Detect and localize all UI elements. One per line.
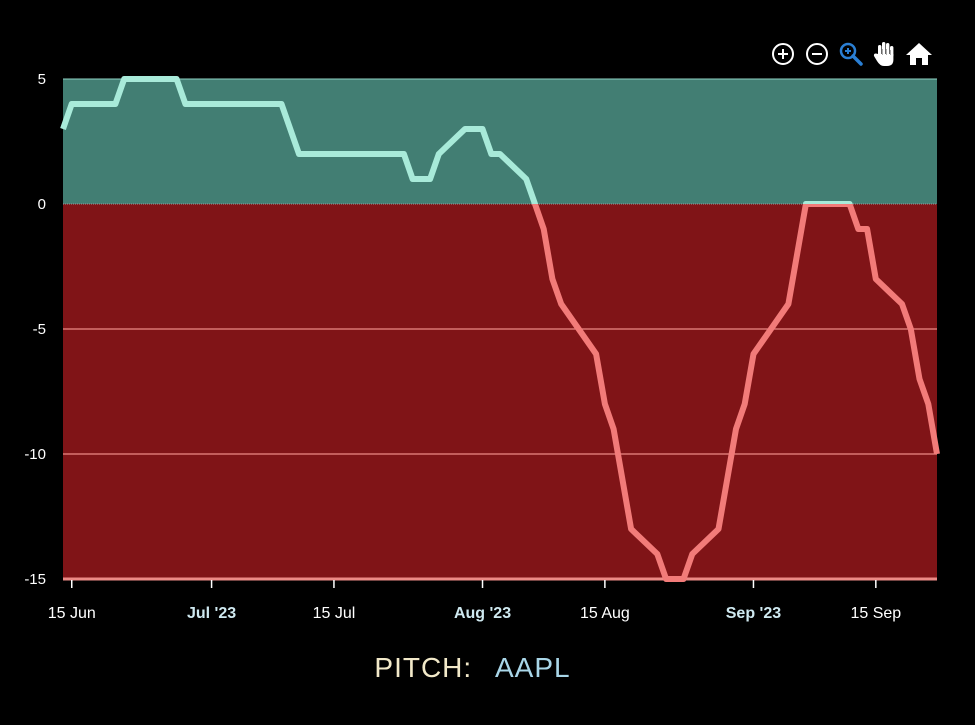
pan-button[interactable]	[870, 39, 900, 69]
zone-band-1	[63, 204, 937, 579]
x-tick-label: 15 Jun	[48, 605, 96, 622]
zoom-in-button[interactable]	[768, 39, 798, 69]
pan-hand-icon	[873, 42, 894, 66]
magnify-icon	[839, 42, 863, 66]
zone-band-0	[63, 79, 937, 204]
y-tick-label: -15	[24, 571, 46, 588]
x-tick-label: Jul '23	[187, 605, 236, 622]
x-tick-label: 15 Aug	[580, 605, 630, 622]
x-axis: 15 Jun Jul '23 15 Jul Aug '23 15 Aug Sep '23 1…	[48, 580, 901, 622]
series-line-negative	[531, 204, 940, 582]
y-axis: 5 0 -5 -10 -15	[24, 71, 46, 588]
y-tick-label: 5	[38, 71, 46, 88]
y-tick-label: -10	[24, 446, 46, 463]
chart-zones	[63, 79, 937, 579]
home-button[interactable]	[904, 39, 934, 69]
caption-symbol: AAPL	[494, 652, 571, 683]
chart-toolbar	[768, 38, 943, 70]
y-tick-label: -5	[33, 321, 46, 338]
home-icon	[906, 43, 932, 65]
caption-label: PITCH:	[374, 652, 473, 683]
y-tick-label: 0	[38, 196, 46, 213]
x-tick-label: 15 Jul	[313, 605, 356, 622]
x-tick-label: 15 Sep	[850, 605, 901, 622]
zoom-out-icon	[806, 43, 828, 65]
chart-gridlines	[63, 78, 937, 581]
zoom-out-button[interactable]	[802, 39, 832, 69]
chart-series	[60, 76, 940, 582]
magnify-button[interactable]	[836, 39, 866, 69]
series-line-positive	[60, 76, 853, 204]
chart-caption: PITCH: AAPL	[0, 652, 945, 684]
x-tick-label: Aug '23	[454, 605, 511, 622]
zoom-in-icon	[772, 43, 794, 65]
x-tick-label: Sep '23	[726, 605, 781, 622]
